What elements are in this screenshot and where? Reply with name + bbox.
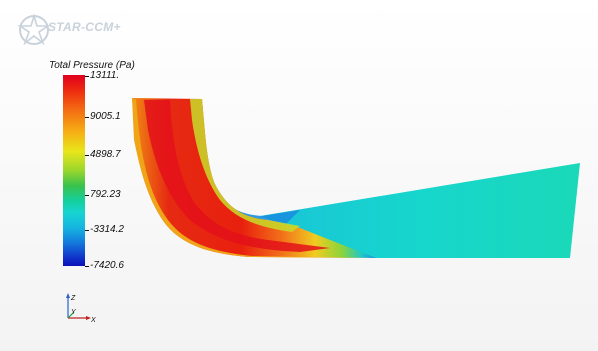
legend-tick-label: 792.23 — [90, 189, 121, 200]
axis-triad-icon: Z Y X — [66, 293, 96, 324]
outlet-region — [260, 163, 580, 258]
legend-tick — [85, 155, 89, 156]
legend-tick — [85, 117, 89, 118]
color-scale-bar — [63, 75, 85, 266]
high-pressure-core — [144, 100, 330, 252]
legend-tick — [85, 266, 89, 267]
legend-tick-label: -3314.2 — [90, 224, 124, 235]
legend-tick-label: -7420.6 — [90, 260, 124, 271]
axis-y-label: Y — [71, 309, 77, 316]
legend-tick-label: 9005.1 — [90, 111, 121, 122]
legend-title: Total Pressure (Pa) — [49, 60, 135, 71]
mid-pressure-band — [190, 99, 300, 232]
legend-tick-label: 4898.7 — [90, 149, 121, 160]
star-ccm-logo-icon — [17, 13, 51, 46]
legend-tick — [85, 230, 89, 231]
legend-tick — [85, 76, 89, 77]
legend-tick-label: 13111. — [90, 70, 120, 81]
legend-tick — [85, 195, 89, 196]
axis-x-label: X — [90, 317, 96, 324]
axis-z-label: Z — [70, 295, 76, 302]
logo-text: STAR-CCM+ — [48, 20, 121, 34]
